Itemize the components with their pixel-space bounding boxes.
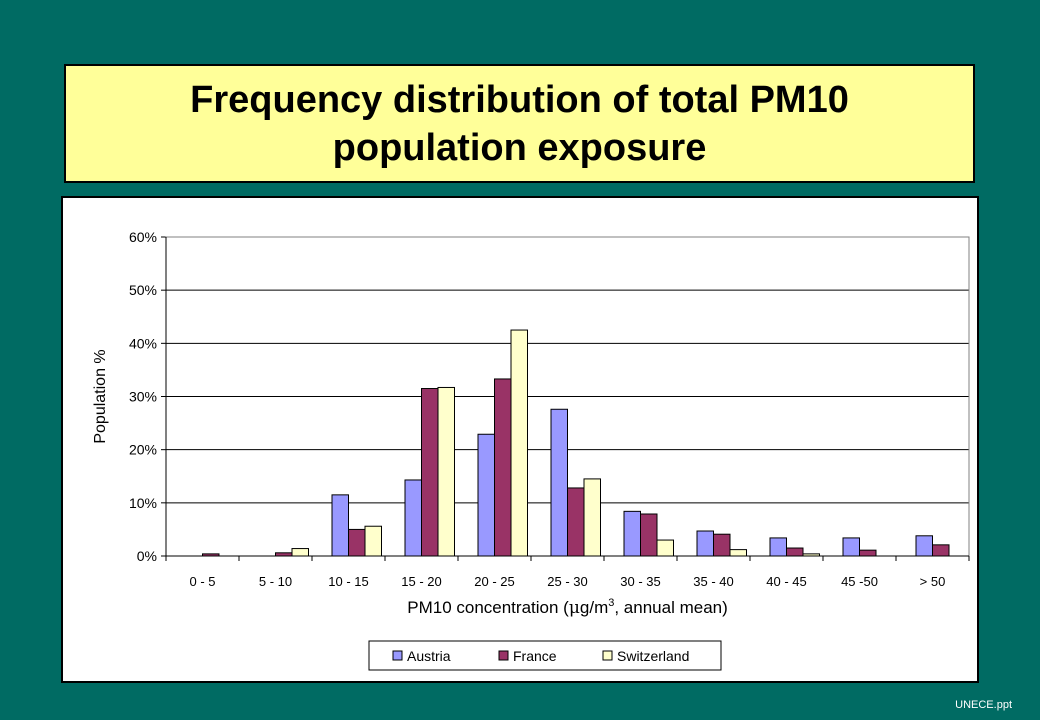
bar-austria: [696, 530, 714, 557]
x-axis-label-part: 3: [608, 597, 614, 609]
x-tick-label: 30 - 35: [620, 574, 660, 589]
bar-austria: [404, 479, 422, 557]
legend: [368, 640, 722, 671]
x-tick-label: > 50: [920, 574, 946, 589]
x-tick-label: 45 -50: [841, 574, 878, 589]
x-tick-label: 0 - 5: [189, 574, 215, 589]
bar-switzerland: [364, 525, 382, 557]
bar-france: [932, 544, 950, 557]
bar-switzerland: [510, 329, 528, 557]
bar-france: [859, 549, 877, 557]
bar-switzerland: [583, 478, 601, 557]
bar-switzerland: [729, 549, 747, 557]
bar-france: [713, 533, 731, 557]
x-tick-label: 20 - 25: [474, 574, 514, 589]
legend-label: Austria: [407, 648, 451, 664]
x-tick-label: 15 - 20: [401, 574, 441, 589]
y-tick-label: 0%: [137, 548, 157, 564]
bar-switzerland: [291, 548, 309, 557]
x-axis-label-part: PM10 concentration (: [407, 598, 569, 617]
x-tick-label: 5 - 10: [259, 574, 292, 589]
bar-austria: [550, 408, 568, 557]
legend-swatch-switzerland: [602, 650, 613, 661]
bar-austria: [623, 510, 641, 557]
bar-france: [786, 547, 804, 557]
legend-label: France: [513, 648, 557, 664]
x-tick-label: 40 - 45: [766, 574, 806, 589]
y-tick-label: 20%: [129, 442, 157, 458]
bar-france: [640, 513, 658, 557]
x-axis-label: PM10 concentration (μg/m3, annual mean): [407, 597, 728, 618]
title-box: Frequency distribution of total PM10 pop…: [64, 64, 975, 183]
x-axis-label-part: , annual mean): [614, 598, 727, 617]
y-tick-label: 50%: [129, 282, 157, 298]
title-line-1: Frequency distribution of total PM10: [190, 78, 849, 121]
bar-austria: [842, 537, 860, 557]
bar-france: [421, 388, 439, 557]
x-tick-label: 35 - 40: [693, 574, 733, 589]
bar-austria: [915, 535, 933, 557]
bar-switzerland: [437, 386, 455, 557]
y-tick-label: 60%: [129, 229, 157, 245]
x-tick-label: 10 - 15: [328, 574, 368, 589]
legend-swatch-austria: [392, 650, 403, 661]
x-axis-label-part: μ: [569, 598, 580, 618]
bar-france: [567, 487, 585, 557]
y-tick-label: 30%: [129, 389, 157, 405]
legend-label: Switzerland: [617, 648, 689, 664]
y-tick-label: 40%: [129, 335, 157, 351]
x-tick-label: 25 - 30: [547, 574, 587, 589]
bar-chart: 0% 10% 20% 30% 40% 50% 60% 0 - 5 5 - 10 10 - 15 15…: [92, 229, 970, 671]
chart-panel: 0% 10% 20% 30% 40% 50% 60% 0 - 5 5 - 10 10 - 15 15…: [61, 196, 979, 683]
bar-austria: [477, 433, 495, 557]
y-axis-label: Population %: [92, 349, 109, 443]
x-axis-label-part: g/m: [580, 598, 608, 617]
title-line-2: population exposure: [332, 126, 707, 169]
bar-switzerland: [656, 539, 674, 557]
legend-swatch-france: [498, 650, 509, 661]
y-tick-label: 10%: [129, 495, 157, 511]
bar-austria: [331, 494, 349, 557]
bar-austria: [769, 537, 787, 557]
footer-source: UNECE.ppt: [955, 699, 1012, 711]
bar-france: [494, 378, 512, 557]
bar-france: [348, 528, 366, 557]
